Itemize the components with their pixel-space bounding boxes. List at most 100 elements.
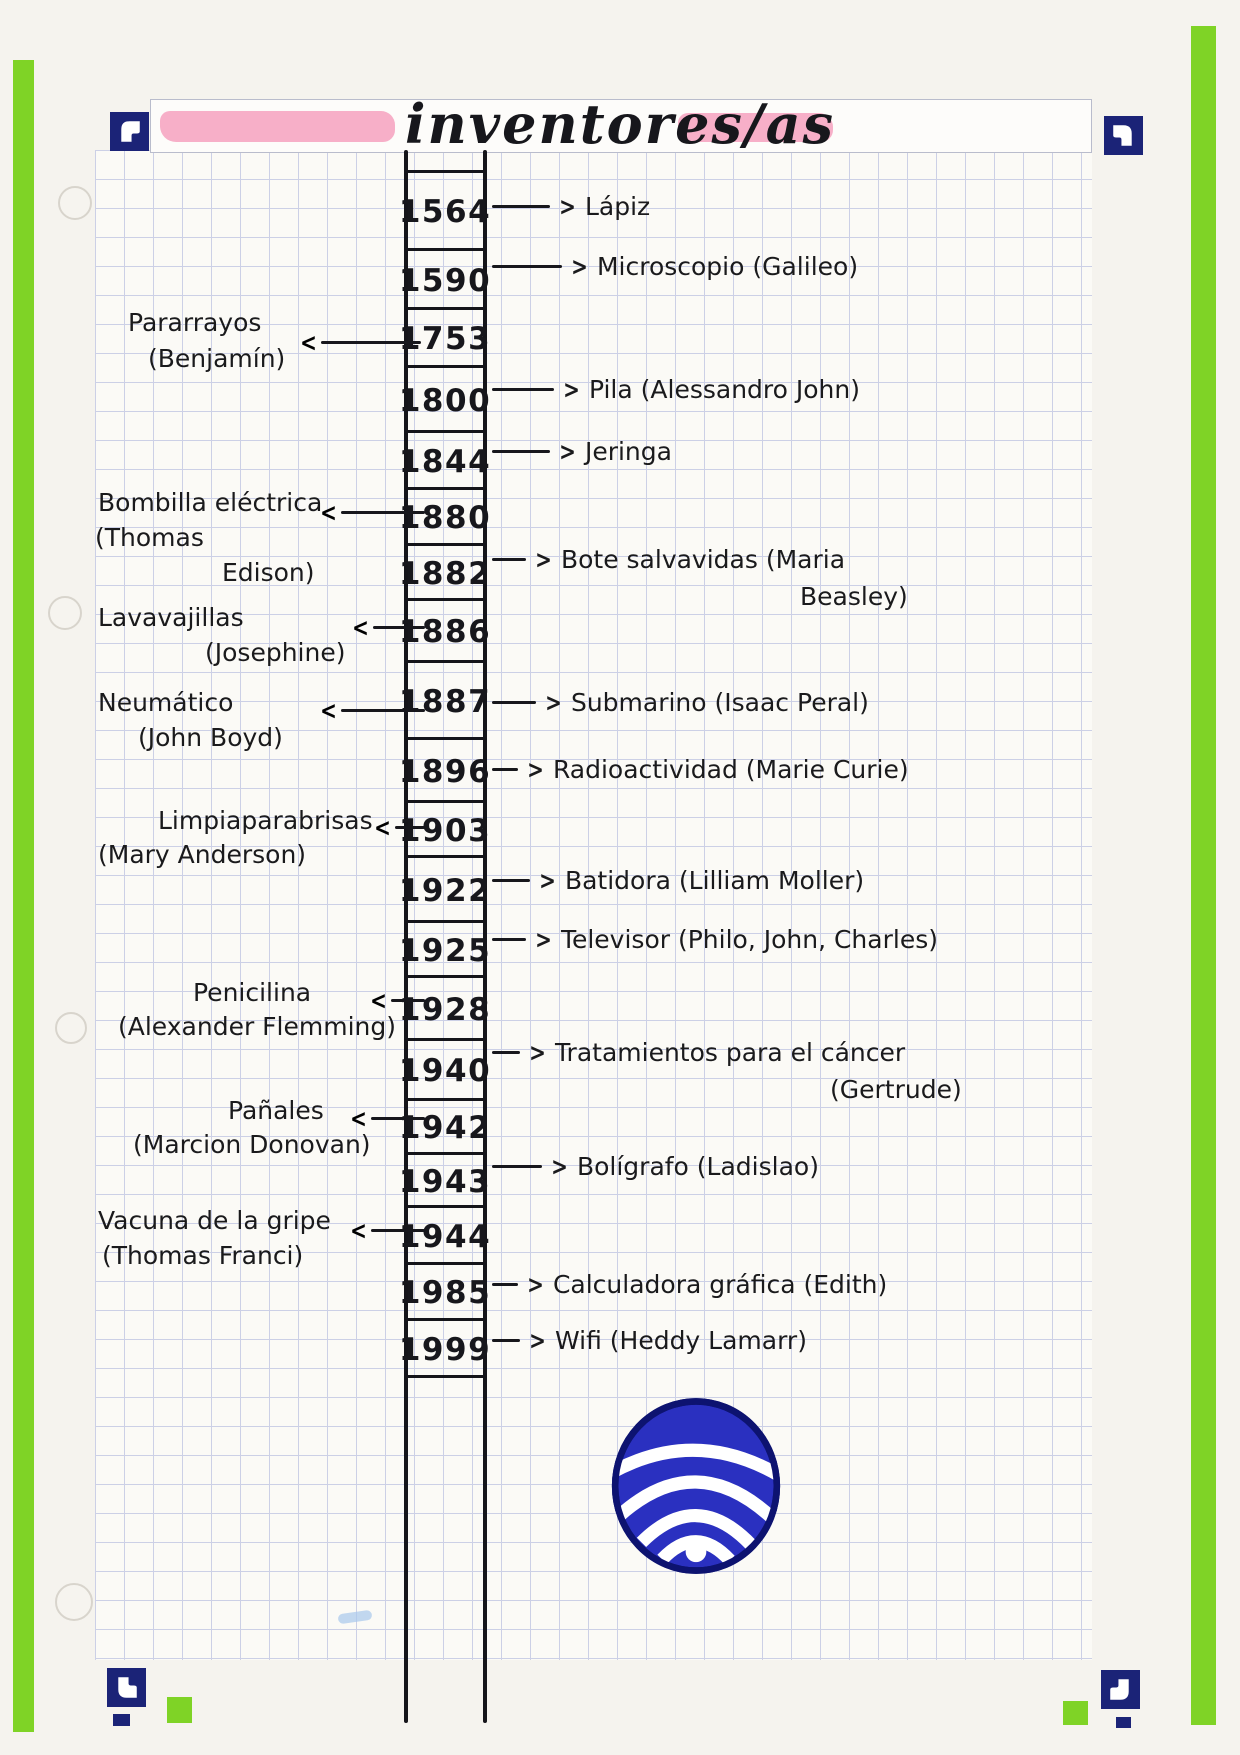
timeline-entry-right: > Televisor (Philo, John, Charles)	[492, 925, 938, 954]
green-square	[167, 1697, 192, 1723]
inventor-label: (Benjamín)	[148, 344, 286, 373]
navy-tick	[1116, 1717, 1131, 1728]
arrow-right-icon	[492, 388, 554, 391]
timeline-entry-right: > Jeringa	[492, 437, 672, 466]
arrow-right-icon	[492, 938, 526, 941]
timeline-entry-right: > Tratamientos para el cáncer	[492, 1038, 905, 1067]
invention-label-line2: (Gertrude)	[830, 1075, 962, 1104]
invention-label: Microscopio (Galileo)	[596, 252, 859, 281]
inventor-label: Edison)	[222, 558, 315, 587]
year-label: 1985	[398, 1275, 492, 1311]
timeline-entry-right: > Lápiz	[492, 192, 650, 221]
arrow-head-icon: <	[350, 1104, 367, 1133]
arrow-line	[372, 626, 425, 629]
year-label: 1882	[398, 555, 492, 592]
invention-label-line2: Beasley)	[800, 582, 908, 611]
timeline-year-cell: 1886	[399, 598, 490, 663]
year-label: 1999	[398, 1331, 492, 1368]
year-label: 1887	[398, 683, 492, 720]
timeline-right-line	[483, 150, 487, 1723]
timeline-year-cell: 1887	[399, 660, 490, 740]
arrow-left-icon: <	[348, 1218, 425, 1243]
arrow-right-icon	[492, 1165, 542, 1168]
invention-label: Neumático	[98, 688, 234, 717]
arrow-right-icon	[492, 1339, 520, 1342]
arrow-head-icon: >	[527, 1270, 544, 1299]
invention-label: Tratamientos para el cáncer	[554, 1038, 906, 1067]
timeline-year-cell: 1896	[399, 737, 490, 803]
invention-label: Batidora (Lilliam Moller)	[564, 866, 865, 895]
timeline-year-cell: 1985	[399, 1262, 490, 1321]
arrow-line	[370, 1117, 425, 1120]
corner-mark-icon	[1101, 1670, 1140, 1709]
timeline-year-cell: 1940	[399, 1038, 490, 1101]
year-label: 1943	[398, 1163, 492, 1200]
year-label: 1940	[398, 1053, 492, 1089]
timeline-year-cell: 1564	[399, 170, 490, 251]
timeline-year-cell: 1880	[399, 487, 490, 546]
inventor-label: (Alexander Flemming)	[118, 1012, 397, 1041]
corner-mark-icon	[1104, 116, 1143, 155]
invention-label: Limpiaparabrisas	[158, 806, 373, 835]
timeline-divider	[404, 1375, 486, 1378]
year-label: 1925	[398, 932, 492, 969]
arrow-head-icon: <	[370, 986, 387, 1015]
timeline-entry-right: > Radioactividad (Marie Curie)	[492, 755, 909, 784]
inventor-label: (Mary Anderson)	[98, 840, 307, 869]
page-title: inventores/as	[404, 92, 836, 156]
invention-label: Calculadora gráfica (Edith)	[552, 1270, 888, 1299]
arrow-head-icon: >	[535, 545, 552, 574]
timeline-year-cell: 1590	[399, 248, 490, 310]
arrow-line	[340, 511, 425, 514]
timeline-year-cell: 1925	[399, 920, 490, 978]
year-label: 1844	[398, 443, 492, 480]
arrow-head-icon: >	[539, 866, 556, 895]
invention-label: Bolígrafo (Ladislao)	[576, 1152, 819, 1181]
timeline-entry-right: > Bote salvavidas (Maria	[492, 545, 845, 574]
invention-label: Pañales	[228, 1096, 324, 1125]
inventor-label: (Josephine)	[205, 638, 346, 667]
arrow-line	[320, 341, 421, 344]
inventor-label: (John Boyd)	[138, 723, 283, 752]
right-margin-bar	[1191, 26, 1216, 1725]
year-label: 1903	[398, 812, 492, 849]
arrow-left-icon: <	[318, 698, 425, 723]
timeline-year-cell: 1844	[399, 430, 490, 490]
arrow-head-icon: <	[352, 613, 369, 642]
year-label: 1800	[398, 382, 492, 419]
year-label: 1896	[398, 753, 492, 790]
hole-punch	[58, 186, 92, 220]
invention-label: Pararrayos	[128, 308, 262, 337]
timeline-year-cell: 1944	[399, 1205, 490, 1265]
arrow-head-icon: >	[571, 252, 588, 281]
orange-corner-mark	[1192, 1712, 1240, 1755]
arrow-head-icon: <	[320, 696, 337, 725]
invention-label: Lavavajillas	[98, 603, 244, 632]
arrow-left-icon: <	[368, 988, 425, 1013]
corner-mark-icon	[110, 112, 149, 151]
invention-label: Pila (Alessandro John)	[588, 375, 860, 404]
navy-tick	[113, 1714, 130, 1726]
year-label: 1886	[398, 614, 492, 650]
invention-label: Bombilla eléctrica	[98, 488, 323, 517]
invention-label: Bote salvavidas (Maria	[560, 545, 846, 574]
year-label: 1944	[398, 1218, 492, 1255]
year-label: 1753	[398, 321, 492, 357]
arrow-head-icon: >	[527, 755, 544, 784]
invention-label: Vacuna de la gripe	[98, 1206, 331, 1235]
arrow-line	[340, 709, 425, 712]
arrow-right-icon	[492, 265, 562, 268]
timeline-year-cell: 1753	[399, 307, 490, 368]
timeline-entry-right: > Wifi (Heddy Lamarr)	[492, 1326, 807, 1355]
invention-label: Jeringa	[584, 437, 672, 466]
wifi-symbol-drawing	[600, 1392, 792, 1580]
green-square	[1063, 1701, 1088, 1725]
arrow-left-icon: <	[350, 615, 425, 640]
arrow-left-icon: <	[372, 815, 425, 840]
hole-punch	[48, 596, 82, 630]
hole-punch	[55, 1012, 87, 1044]
timeline-year-cell: 1922	[399, 855, 490, 923]
arrow-head-icon: >	[529, 1326, 546, 1355]
invention-label: Submarino (Isaac Peral)	[570, 688, 869, 717]
